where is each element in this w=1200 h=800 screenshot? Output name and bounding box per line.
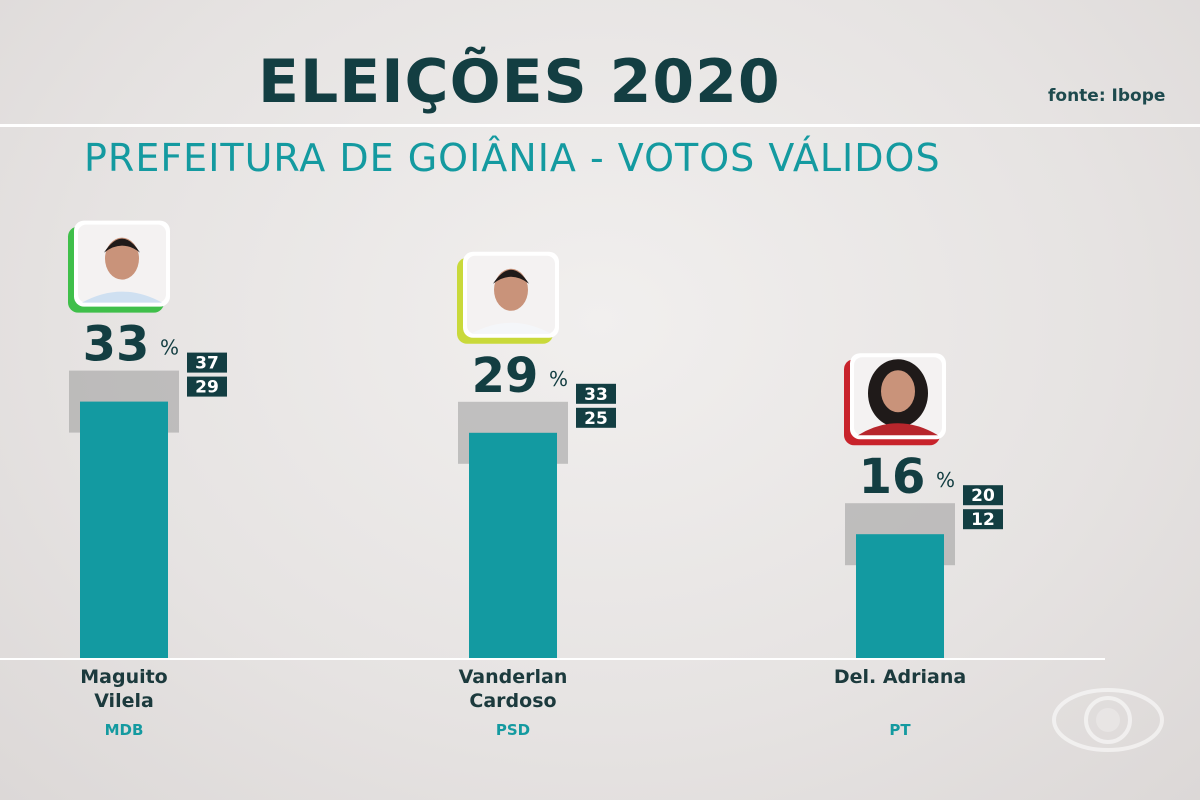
clothing xyxy=(858,423,938,436)
range-lower-label: 12 xyxy=(971,510,995,530)
range-upper-box xyxy=(963,485,1003,506)
hair xyxy=(493,269,529,284)
party-label: PSD xyxy=(496,721,530,739)
range-upper-box xyxy=(187,352,227,373)
bar xyxy=(80,401,168,659)
candidate-name-line1: Del. Adriana xyxy=(834,666,966,688)
face xyxy=(105,237,139,280)
chart-subtitle: PREFEITURA DE GOIÂNIA - VOTOS VÁLIDOS xyxy=(84,136,941,180)
range-lower-box xyxy=(187,376,227,397)
candidate-name-line1: Vanderlan xyxy=(459,666,568,688)
header-divider xyxy=(0,124,1200,127)
percent-sign: % xyxy=(160,336,179,360)
candidate-name-line1: Maguito xyxy=(80,666,168,688)
bar xyxy=(469,432,557,659)
face xyxy=(494,268,528,311)
range-upper-label: 33 xyxy=(584,385,608,405)
percent-label: 33 xyxy=(83,317,150,373)
candidate-name-line2: Vilela xyxy=(94,690,154,712)
range-lower-box xyxy=(576,407,616,428)
range-lower-label: 29 xyxy=(195,378,219,398)
hair xyxy=(104,238,140,253)
bar xyxy=(856,534,944,659)
percent-label: 29 xyxy=(472,348,539,404)
percent-sign: % xyxy=(936,468,955,492)
party-label: PT xyxy=(889,721,911,739)
range-lower-label: 25 xyxy=(584,409,608,429)
clothing xyxy=(82,291,162,303)
percent-sign: % xyxy=(549,367,568,391)
range-upper-label: 20 xyxy=(971,486,995,506)
clothing xyxy=(471,322,551,334)
chart-title: ELEIÇÕES 2020 xyxy=(258,47,781,117)
party-label: MDB xyxy=(105,721,144,739)
candidate-name-line2: Cardoso xyxy=(469,690,556,712)
range-upper-label: 37 xyxy=(195,354,219,374)
range-upper-box xyxy=(576,383,616,404)
range-lower-box xyxy=(963,509,1003,530)
percent-label: 16 xyxy=(859,449,926,505)
face xyxy=(881,370,915,413)
globo-logo-icon xyxy=(1052,688,1164,752)
source-label: fonte: Ibope xyxy=(1048,86,1166,106)
